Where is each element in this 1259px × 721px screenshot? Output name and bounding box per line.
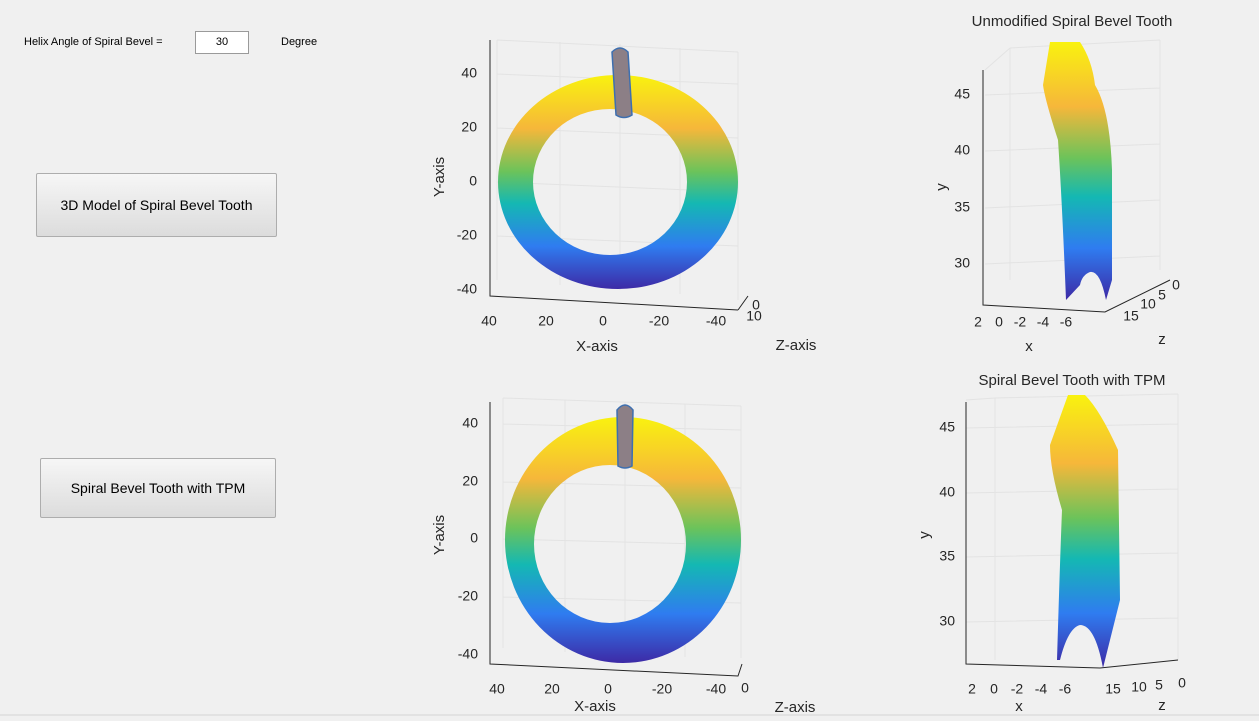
x-tick-label: 40 xyxy=(489,681,505,697)
z-axis-label: z xyxy=(1158,697,1166,714)
z-axis-label: Z-axis xyxy=(775,699,816,716)
x-axis-label: X-axis xyxy=(576,338,618,355)
x-tick-label: 20 xyxy=(544,681,560,697)
y-tick-label: -20 xyxy=(458,588,478,604)
x-tick-label: 20 xyxy=(538,313,554,329)
axes-box xyxy=(982,39,1171,313)
y-axis-label: y xyxy=(933,183,950,191)
tpm-button[interactable]: Spiral Bevel Tooth with TPM xyxy=(40,458,276,518)
y-tick-label: 30 xyxy=(954,255,970,271)
z-tick-label: 5 xyxy=(1155,677,1163,693)
helix-input[interactable]: 30 xyxy=(195,31,249,54)
axes-box xyxy=(965,393,1179,669)
y-axis-label: Y-axis xyxy=(431,157,448,197)
x-tick-label: -6 xyxy=(1059,681,1072,697)
y-tick-label: -20 xyxy=(457,227,477,243)
z-tick-label: 15 xyxy=(1123,308,1139,324)
y-tick-label: 40 xyxy=(462,415,478,431)
x-tick-label: -2 xyxy=(1014,314,1027,330)
x-tick-label: -40 xyxy=(706,313,726,329)
y-tick-label: -40 xyxy=(457,281,477,297)
z-tick-label: 0 xyxy=(741,680,749,696)
y-tick-label: 0 xyxy=(470,530,478,546)
z-tick-label: 10 xyxy=(1140,296,1156,312)
z-tick-label: 10 xyxy=(746,308,762,324)
x-tick-label: 0 xyxy=(990,681,998,697)
x-tick-label: 0 xyxy=(599,313,607,329)
model-button[interactable]: 3D Model of Spiral Bevel Tooth xyxy=(36,173,277,237)
y-tick-label: 40 xyxy=(461,65,477,81)
y-axis-label: y xyxy=(916,531,933,539)
z-tick-label: 5 xyxy=(1158,287,1166,303)
axes-box xyxy=(489,39,749,311)
y-tick-label: 20 xyxy=(461,119,477,135)
z-axis-label: z xyxy=(1158,331,1166,348)
y-tick-label: 45 xyxy=(939,419,955,435)
x-tick-label: -2 xyxy=(1011,681,1024,697)
x-tick-label: -40 xyxy=(706,681,726,697)
x-tick-label: -4 xyxy=(1035,681,1048,697)
x-tick-label: 0 xyxy=(995,314,1003,330)
y-tick-label: 45 xyxy=(954,86,970,102)
z-axis-label: Z-axis xyxy=(776,337,817,354)
z-tick-label: 0 xyxy=(1172,277,1180,293)
z-tick-label: 0 xyxy=(752,297,760,313)
x-tick-label: -6 xyxy=(1060,314,1073,330)
x-tick-label: 40 xyxy=(481,313,497,329)
y-tick-label: 20 xyxy=(462,473,478,489)
x-tick-label: 2 xyxy=(974,314,982,330)
y-tick-label: 35 xyxy=(939,548,955,564)
z-tick-label: 15 xyxy=(1105,681,1121,697)
y-tick-label: 0 xyxy=(469,173,477,189)
x-tick-label: 0 xyxy=(604,681,612,697)
x-axis-label: X-axis xyxy=(574,698,616,715)
helix-label: Helix Angle of Spiral Bevel = xyxy=(24,36,163,48)
x-tick-label: 2 xyxy=(968,681,976,697)
plot-title: Unmodified Spiral Bevel Tooth xyxy=(972,13,1173,30)
y-tick-label: 30 xyxy=(939,613,955,629)
y-tick-label: 40 xyxy=(954,142,970,158)
x-axis-label: x xyxy=(1015,698,1023,715)
x-tick-label: -4 xyxy=(1037,314,1050,330)
y-tick-label: 40 xyxy=(939,484,955,500)
y-tick-label: -40 xyxy=(458,646,478,662)
axes-box xyxy=(489,397,743,677)
z-tick-label: 0 xyxy=(1178,675,1186,691)
z-tick-label: 10 xyxy=(1131,679,1147,695)
unit-label: Degree xyxy=(281,36,318,48)
x-tick-label: -20 xyxy=(652,681,672,697)
x-tick-label: -20 xyxy=(649,313,669,329)
x-axis-label: x xyxy=(1025,338,1033,355)
y-axis-label: Y-axis xyxy=(431,515,448,555)
plot-title: Spiral Bevel Tooth with TPM xyxy=(978,372,1165,389)
y-tick-label: 35 xyxy=(954,199,970,215)
